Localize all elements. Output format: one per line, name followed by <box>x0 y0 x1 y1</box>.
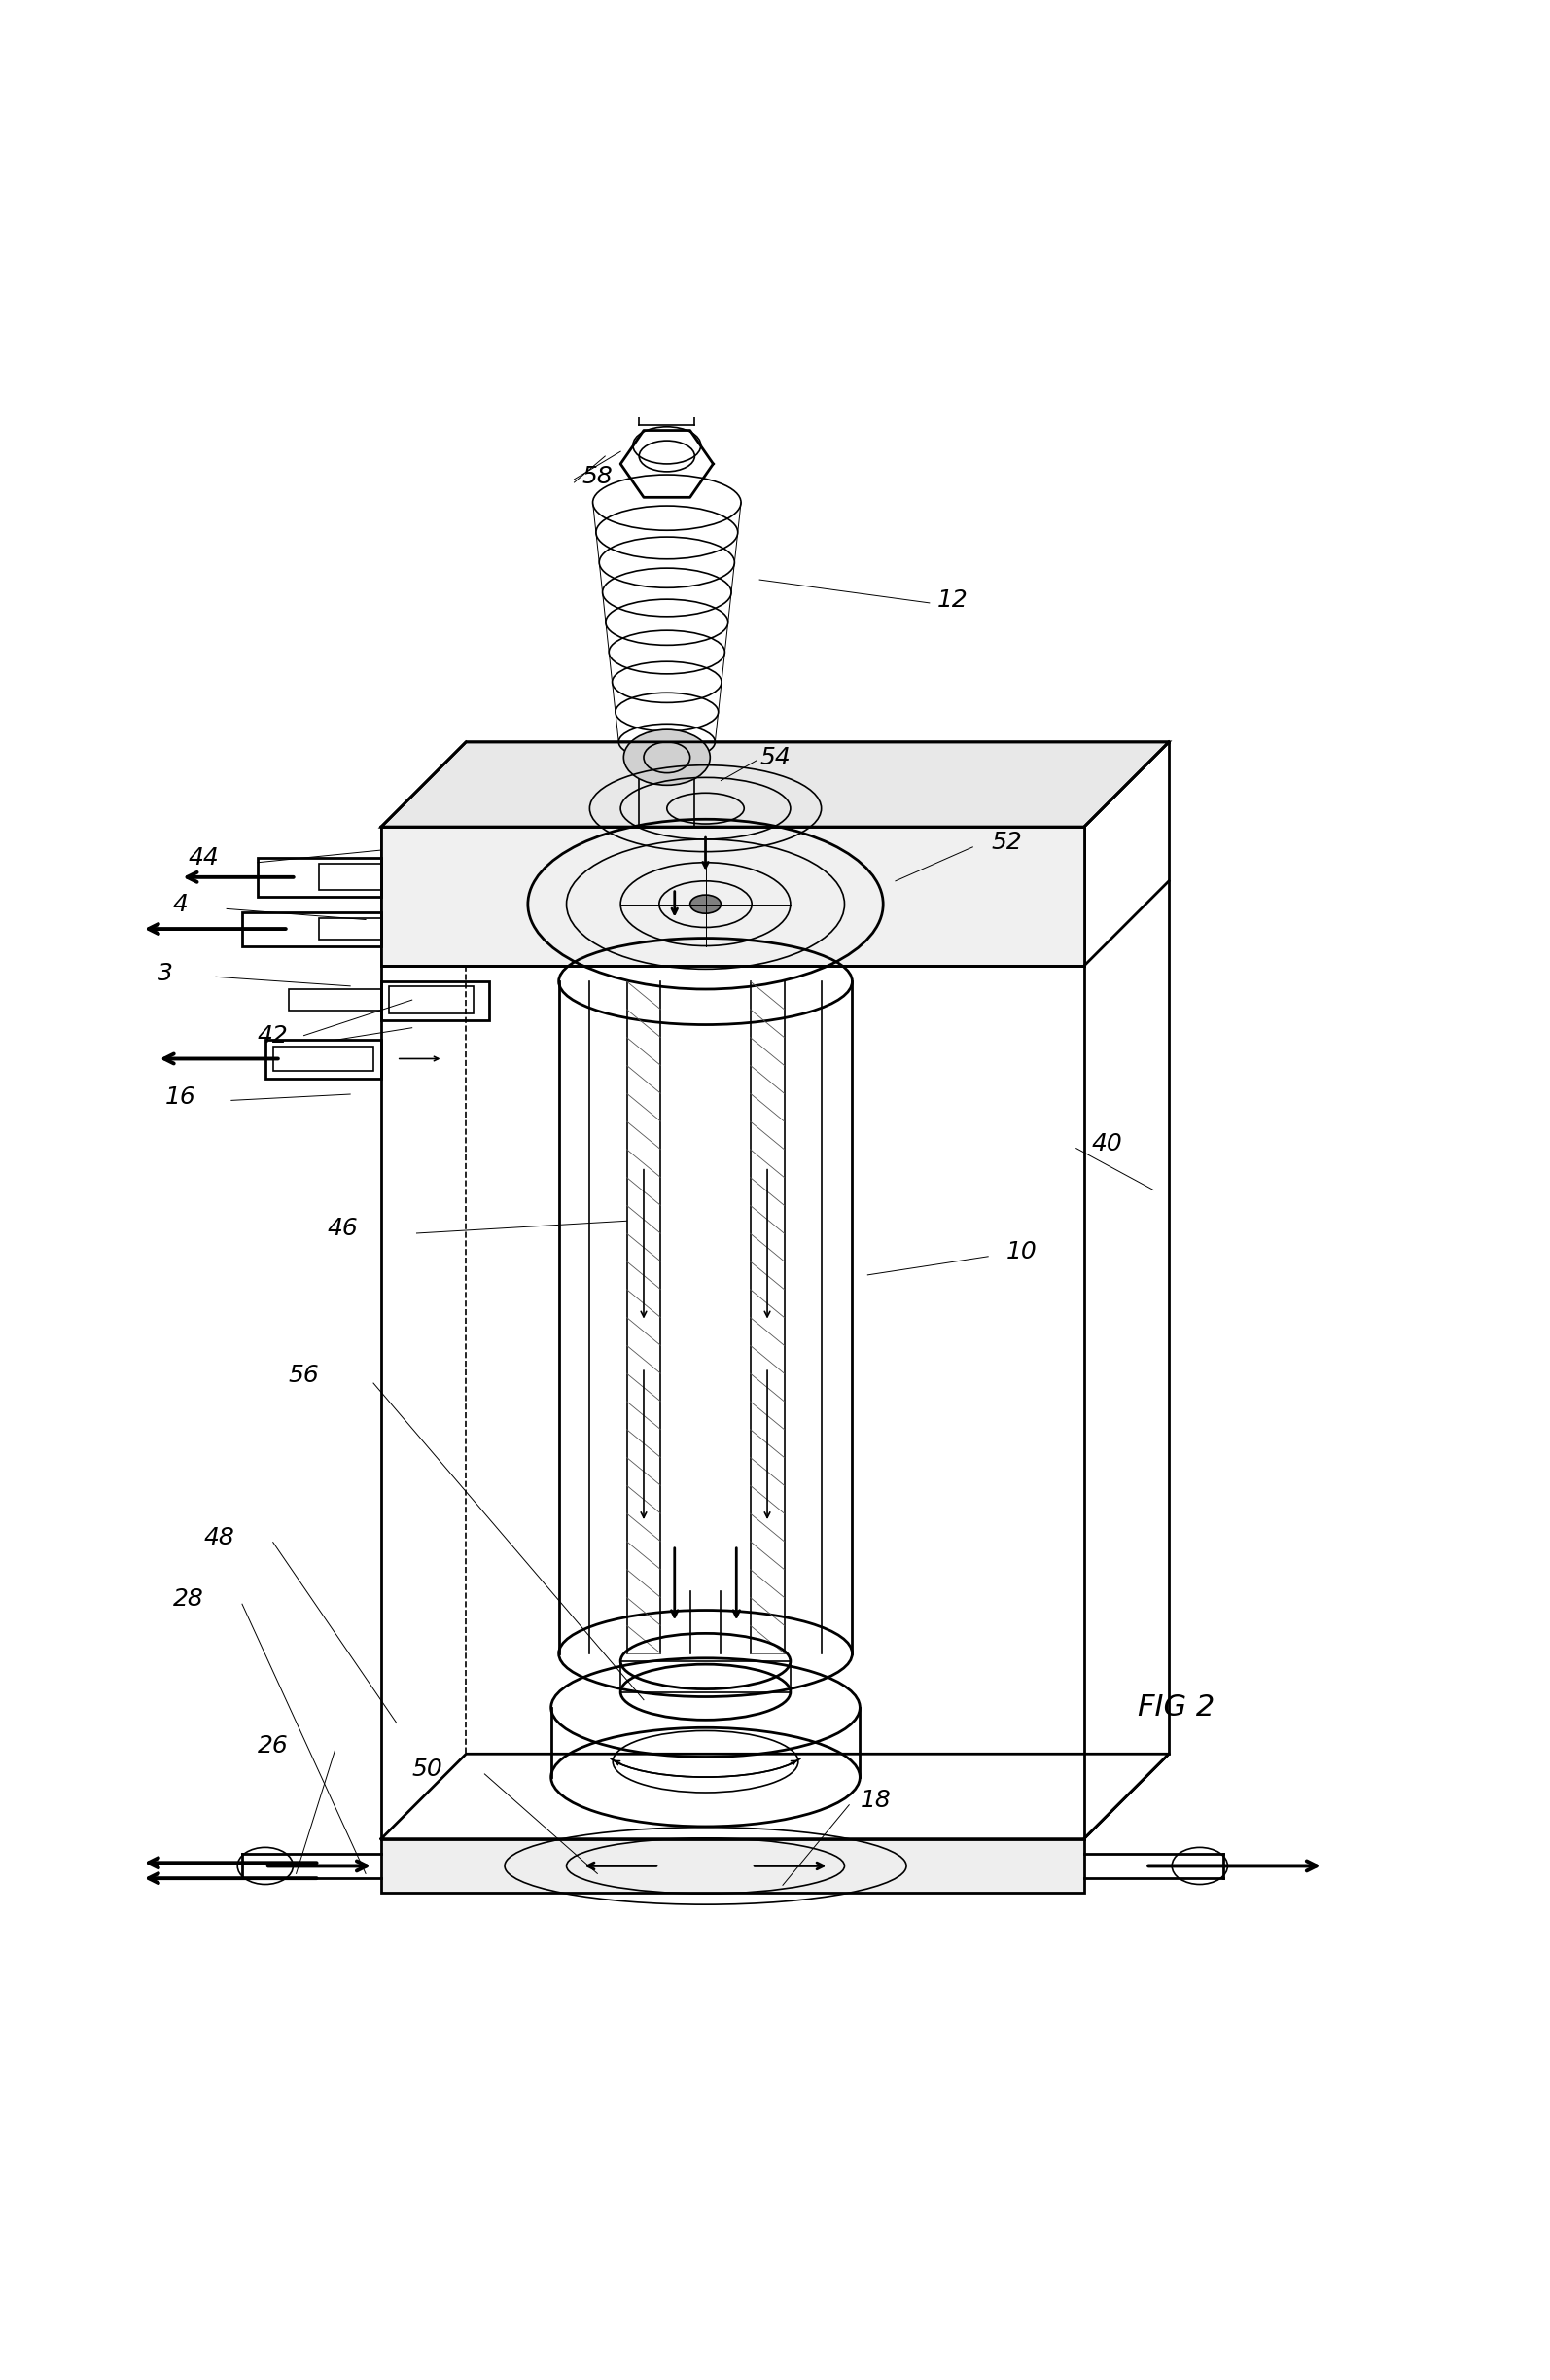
Bar <box>381 1840 1083 1892</box>
Text: 40: 40 <box>1091 1133 1122 1154</box>
Bar <box>620 1661 790 1692</box>
Bar <box>319 919 381 940</box>
Text: 12: 12 <box>938 588 969 612</box>
Bar <box>288 990 381 1011</box>
Text: 50: 50 <box>412 1759 443 1780</box>
Text: 48: 48 <box>203 1526 234 1549</box>
Text: 18: 18 <box>860 1790 891 1811</box>
Text: 54: 54 <box>760 745 790 769</box>
Ellipse shape <box>623 731 710 785</box>
Text: 44: 44 <box>188 847 219 869</box>
Bar <box>242 912 381 945</box>
Bar <box>265 1040 381 1078</box>
Bar <box>319 864 381 890</box>
Text: 42: 42 <box>257 1023 288 1047</box>
Ellipse shape <box>690 895 721 914</box>
Text: 3: 3 <box>157 962 172 985</box>
Bar <box>273 1047 374 1071</box>
Bar <box>381 826 1083 966</box>
Text: 26: 26 <box>257 1735 288 1759</box>
Bar <box>389 985 474 1014</box>
Text: 28: 28 <box>172 1587 203 1611</box>
Text: FIG 2: FIG 2 <box>1138 1695 1215 1721</box>
Polygon shape <box>381 743 1169 826</box>
Bar <box>257 857 381 897</box>
Text: 4: 4 <box>172 892 188 916</box>
Text: 52: 52 <box>992 831 1021 854</box>
Text: 10: 10 <box>1006 1240 1037 1264</box>
Bar <box>381 981 490 1021</box>
Text: 16: 16 <box>164 1085 195 1109</box>
Text: 58: 58 <box>581 464 612 488</box>
Text: 46: 46 <box>327 1216 358 1240</box>
Text: 56: 56 <box>288 1364 319 1388</box>
